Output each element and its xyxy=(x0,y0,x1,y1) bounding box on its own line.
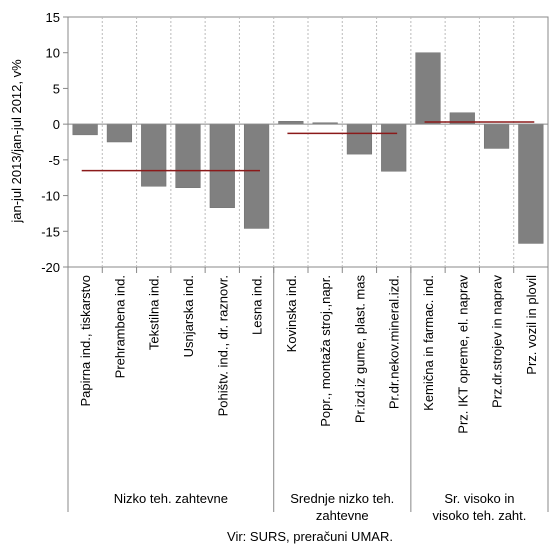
category-label: Prz. vozil in plovil xyxy=(524,275,539,375)
bar xyxy=(209,123,235,208)
category-label: Kemična in farmac. ind. xyxy=(421,275,436,411)
bar xyxy=(72,123,98,136)
category-label: Kovinska ind. xyxy=(284,275,299,352)
category-label: Usnjarska ind. xyxy=(181,275,196,357)
y-tick-label: 0 xyxy=(53,117,60,132)
bar xyxy=(141,123,167,187)
y-tick-label: -5 xyxy=(48,153,60,168)
category-label: Lesna ind. xyxy=(250,275,265,335)
bar xyxy=(346,123,373,155)
group-label: Srednje nizko teh. zahtevne xyxy=(290,491,394,523)
bar xyxy=(175,123,201,188)
category-label: Pr.izd.iz gume, plast. mas xyxy=(352,275,367,424)
y-tick-label: 15 xyxy=(46,10,60,25)
group-label: Sr. visoko in visoko teh. zaht. xyxy=(432,491,526,523)
bar xyxy=(243,123,270,229)
category-label: Popr., montaža stroj.,napr. xyxy=(318,275,333,427)
bar xyxy=(106,123,133,143)
category-label: Prehrambena ind. xyxy=(112,275,127,378)
bar xyxy=(483,123,510,149)
category-label: Prz. IKT opreme, el. naprav xyxy=(455,275,470,434)
y-axis-label: jan-jul 2013/jan-jul 2012, v% xyxy=(9,59,24,224)
plot-area: 15 10 5 0 -5 -10 -15 -20 Papirna ind., tiskarstv… xyxy=(41,10,549,523)
y-tick-label: -20 xyxy=(41,260,60,275)
category-label: Prz.dr.strojev in naprav xyxy=(490,275,505,408)
category-label: Tekstilna ind. xyxy=(147,275,162,350)
y-tick-label: -15 xyxy=(41,224,60,239)
y-tick-label: 5 xyxy=(53,81,60,96)
group-label: Nizko teh. zahtevne xyxy=(114,491,228,506)
bar xyxy=(518,123,544,244)
source-note: Vir: SURS, preračuni UMAR. xyxy=(227,529,393,544)
bar xyxy=(415,52,441,125)
y-tick-label: 10 xyxy=(46,46,60,61)
category-label: Pohištv. ind., dr. raznovr. xyxy=(215,275,230,416)
bar xyxy=(381,123,407,172)
category-label: Pr.dr.nekov.mineral.izd. xyxy=(387,275,402,409)
category-label: Papirna ind., tiskarstvo xyxy=(78,275,93,407)
y-tick-label: -10 xyxy=(41,189,60,204)
